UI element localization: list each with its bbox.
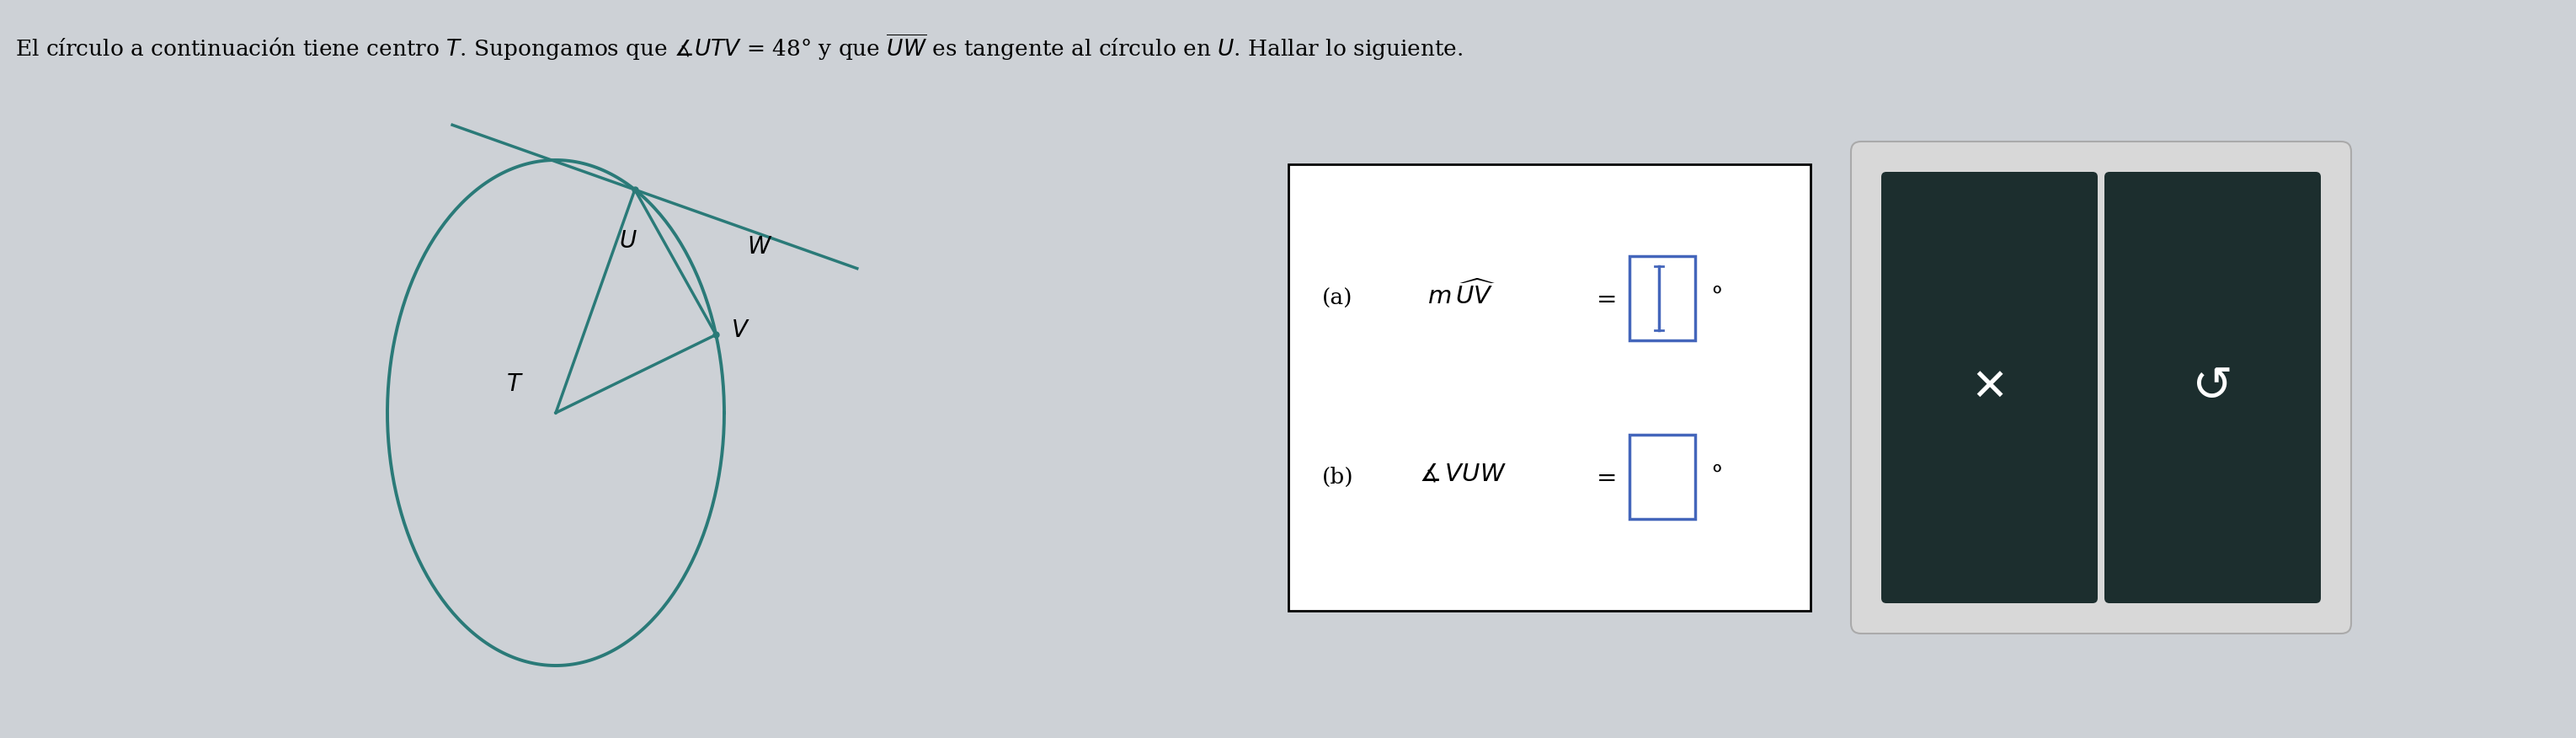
Text: $=$: $=$ <box>1592 465 1615 489</box>
Bar <box>1631 435 1695 519</box>
Text: $V$: $V$ <box>732 319 750 342</box>
Text: °: ° <box>1710 286 1723 310</box>
Text: $m\,\widehat{UV}$: $m\,\widehat{UV}$ <box>1427 280 1497 309</box>
Text: ↺: ↺ <box>2192 364 2233 412</box>
FancyBboxPatch shape <box>2105 172 2321 603</box>
Bar <box>1631 256 1695 340</box>
Text: ✕: ✕ <box>1971 365 2009 410</box>
Text: °: ° <box>1710 465 1723 489</box>
FancyBboxPatch shape <box>1852 142 2352 633</box>
Text: (a): (a) <box>1321 288 1352 308</box>
Text: $U$: $U$ <box>618 230 636 253</box>
Text: (b): (b) <box>1321 466 1355 487</box>
FancyBboxPatch shape <box>1880 172 2097 603</box>
Text: El círculo a continuación tiene centro $T$. Supongamos que $\measuredangle$$UTV$: El círculo a continuación tiene centro $… <box>15 32 1463 62</box>
Text: $\measuredangle\,VUW$: $\measuredangle\,VUW$ <box>1419 463 1507 486</box>
Text: $T$: $T$ <box>507 373 523 396</box>
Text: $W$: $W$ <box>747 236 773 259</box>
Bar <box>1288 165 1811 611</box>
Text: $=$: $=$ <box>1592 286 1615 310</box>
